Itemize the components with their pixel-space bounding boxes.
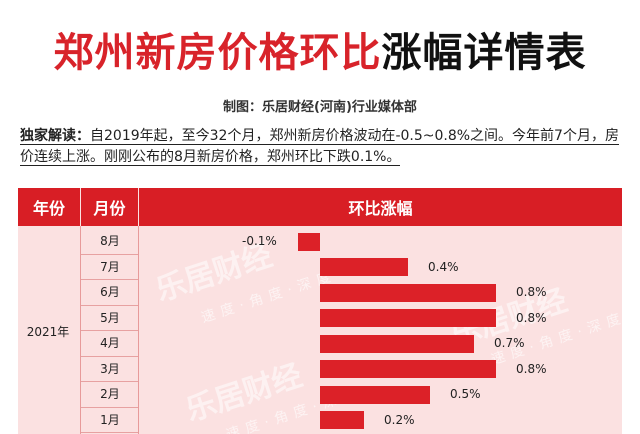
intro-text: 自2019年起，至今32个月，郑州新房价格波动在-0.5~0.8%之间。今年前7… — [20, 128, 619, 166]
bar-3 — [320, 283, 496, 302]
intro-label: 独家解读： — [20, 128, 90, 145]
value-label: 0.4% — [428, 259, 459, 274]
row-divider — [81, 304, 138, 306]
row-divider — [81, 406, 138, 408]
page-title: 郑州新房价格环比涨幅详情表 — [0, 28, 640, 78]
bar-1 — [298, 232, 320, 251]
credit-line: 制图：乐居财经(河南)行业媒体部 — [223, 100, 417, 115]
row-divider — [81, 355, 138, 357]
row-divider — [81, 330, 138, 331]
value-label: -0.1% — [242, 234, 277, 248]
bar-6 — [320, 360, 496, 379]
divider-year-month — [80, 226, 81, 434]
month-label: 7月 — [100, 259, 120, 274]
year-label: 2021年 — [26, 325, 70, 339]
month-label: 6月 — [100, 285, 120, 299]
header-year: 年份 — [18, 188, 80, 226]
bar-8 — [320, 411, 364, 430]
month-label: 1月 — [100, 412, 120, 427]
title-red-part: 郑州新房价格环比 — [53, 30, 382, 76]
row-divider — [81, 279, 138, 280]
value-label: 0.7% — [494, 336, 525, 350]
header-month: 月份 — [81, 188, 138, 226]
bar-5 — [320, 334, 474, 353]
month-label: 3月 — [100, 361, 120, 376]
title-black-part: 涨幅详情表 — [381, 30, 587, 76]
header-change: 环比涨幅 — [139, 188, 622, 226]
month-label: 2月 — [100, 387, 120, 401]
value-label: 0.8% — [516, 361, 547, 376]
value-label: 0.8% — [516, 310, 547, 325]
watermark-slogan: 速度·角度·深度 — [199, 267, 339, 327]
intro-paragraph: 独家解读：自2019年起，至今32个月，郑州新房价格波动在-0.5~0.8%之间… — [20, 126, 620, 168]
row-divider — [81, 253, 138, 255]
value-label: 0.8% — [516, 285, 547, 299]
bar-7 — [320, 385, 430, 404]
row-divider — [81, 381, 138, 382]
value-label: 0.5% — [450, 387, 481, 401]
value-label: 0.2% — [384, 412, 415, 427]
bar-2 — [320, 258, 408, 277]
divider-month-chart — [138, 226, 139, 434]
month-label: 8月 — [100, 234, 120, 248]
change-chart: 年份 月份 环比涨幅 乐居财经 速度·角度·深度 乐居财经 速度·角度·深度 乐… — [18, 188, 622, 434]
row-divider — [81, 432, 138, 433]
month-label: 4月 — [100, 336, 120, 350]
month-label: 5月 — [100, 310, 120, 325]
bar-4 — [320, 309, 496, 328]
